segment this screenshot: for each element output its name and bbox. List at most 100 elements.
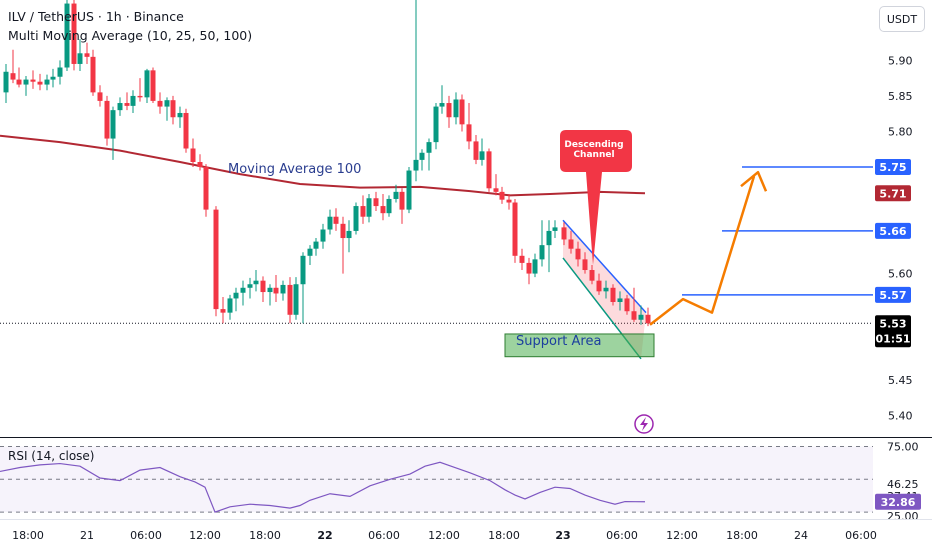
- time-tick-label: 06:00: [130, 529, 162, 542]
- candle-body: [273, 287, 279, 294]
- candle-body: [333, 216, 339, 224]
- countdown-text: 01:51: [875, 332, 910, 345]
- candle-body: [426, 142, 432, 153]
- price-tick-label: 5.45: [888, 374, 913, 387]
- projection-path: [649, 175, 756, 326]
- last-price-tag: [875, 315, 911, 348]
- candle-body: [575, 248, 581, 260]
- time-tick-label: 12:00: [428, 529, 460, 542]
- time-tick-label: 06:00: [368, 529, 400, 542]
- time-tick-label: 18:00: [12, 529, 44, 542]
- price-tick-label: 5.60: [888, 268, 913, 281]
- candle-body: [220, 309, 226, 313]
- price-tick-label: 5.85: [888, 90, 913, 103]
- ma100-tag-text: 5.71: [879, 187, 906, 200]
- candle-body: [144, 70, 150, 98]
- price-tick-label: 5.80: [888, 125, 913, 138]
- price-tick-label: 5.40: [888, 410, 913, 423]
- candle-body: [313, 241, 319, 249]
- projection-arrowhead: [740, 170, 768, 192]
- bolt-glyph: [640, 417, 648, 431]
- candle-body: [293, 284, 299, 315]
- candle-body: [459, 99, 465, 125]
- candle-body: [393, 191, 399, 199]
- candle-body: [150, 70, 156, 101]
- candle-body: [638, 314, 644, 320]
- price-level-tag: [875, 222, 911, 239]
- candle-body: [117, 103, 123, 111]
- time-tick-label: 21: [80, 529, 94, 542]
- callout-text: Descending Channel: [564, 140, 624, 160]
- ma100-tag: [875, 185, 911, 202]
- rsi-value-text: 32.86: [881, 496, 916, 509]
- candle-body: [499, 191, 505, 200]
- time-tick-label: 18:00: [726, 529, 758, 542]
- time-tick-label: 22: [317, 529, 332, 542]
- candle-body: [466, 124, 472, 142]
- descending-channel-callout: [560, 130, 632, 265]
- candle-body: [3, 71, 9, 93]
- candle-body: [399, 191, 405, 210]
- candle-body: [512, 202, 518, 256]
- price-level-tag-text: 5.57: [879, 289, 906, 302]
- candle-body: [77, 53, 83, 64]
- candle-body: [23, 79, 29, 85]
- support-rect: [504, 333, 655, 358]
- price-axis[interactable]: 5.90 5.85 5.80 5.60 5.45 5.40: [873, 0, 932, 550]
- candle-body: [57, 67, 63, 77]
- candle-body: [346, 230, 352, 239]
- candle-body: [240, 287, 246, 293]
- candle-body: [300, 255, 306, 285]
- price-tick-label: 5.90: [888, 54, 913, 67]
- support-area-label: Support Area: [516, 334, 602, 349]
- candle-body: [603, 287, 609, 292]
- candle-body: [71, 3, 77, 64]
- candle-body: [631, 311, 637, 320]
- candle-body: [164, 100, 170, 107]
- candle-body: [360, 206, 366, 217]
- projection-arrow: [649, 170, 768, 326]
- candle-body: [44, 79, 50, 85]
- lightning-icon[interactable]: [634, 414, 654, 434]
- candle-body: [213, 209, 219, 310]
- candle-body: [64, 3, 70, 68]
- candle-body: [486, 151, 492, 189]
- candle-body: [307, 248, 313, 256]
- indicator-legend[interactable]: Multi Moving Average (10, 25, 50, 100): [8, 28, 253, 43]
- price-level-tag: [875, 158, 911, 175]
- candle-body: [10, 73, 16, 80]
- candle-body: [170, 100, 176, 118]
- rsi-legend[interactable]: RSI (14, close): [8, 449, 95, 463]
- price-axis-background: [873, 0, 932, 550]
- rsi-level-label: 46.25: [887, 478, 919, 491]
- price-level-tag-text: 5.66: [879, 225, 906, 238]
- candle-body: [561, 227, 567, 240]
- candle-body: [327, 216, 333, 230]
- candle-body: [177, 112, 183, 118]
- candle-body: [16, 79, 22, 85]
- candle-body: [50, 76, 56, 80]
- moving-average-label: Moving Average 100: [228, 162, 362, 177]
- candle-body: [624, 298, 630, 312]
- price-level-lines: [0, 166, 873, 324]
- candle-body: [433, 106, 439, 143]
- ma100-line: [0, 134, 646, 197]
- callout-bubble: [560, 130, 632, 265]
- time-axis[interactable]: 18:00 21 06:00 12:00 18:00 22 06:00 12:00 18:00 2…: [0, 519, 932, 543]
- rsi-lower-label: 25.00: [887, 510, 919, 523]
- symbol-title[interactable]: ILV / TetherUS · 1h · Binance: [8, 9, 184, 24]
- candle-body: [552, 227, 558, 231]
- candle-body: [532, 259, 538, 274]
- candle-body: [373, 198, 379, 207]
- currency-button[interactable]: USDT: [879, 6, 925, 32]
- candle-body: [340, 223, 346, 239]
- candle-body: [353, 206, 359, 231]
- candle-body: [287, 284, 293, 315]
- candle-body: [84, 53, 90, 57]
- price-level-tag-text: 5.75: [879, 161, 906, 174]
- candle-body: [130, 95, 136, 106]
- candle-body: [506, 199, 512, 203]
- time-tick-label: 12:00: [666, 529, 698, 542]
- candle-body: [380, 206, 386, 214]
